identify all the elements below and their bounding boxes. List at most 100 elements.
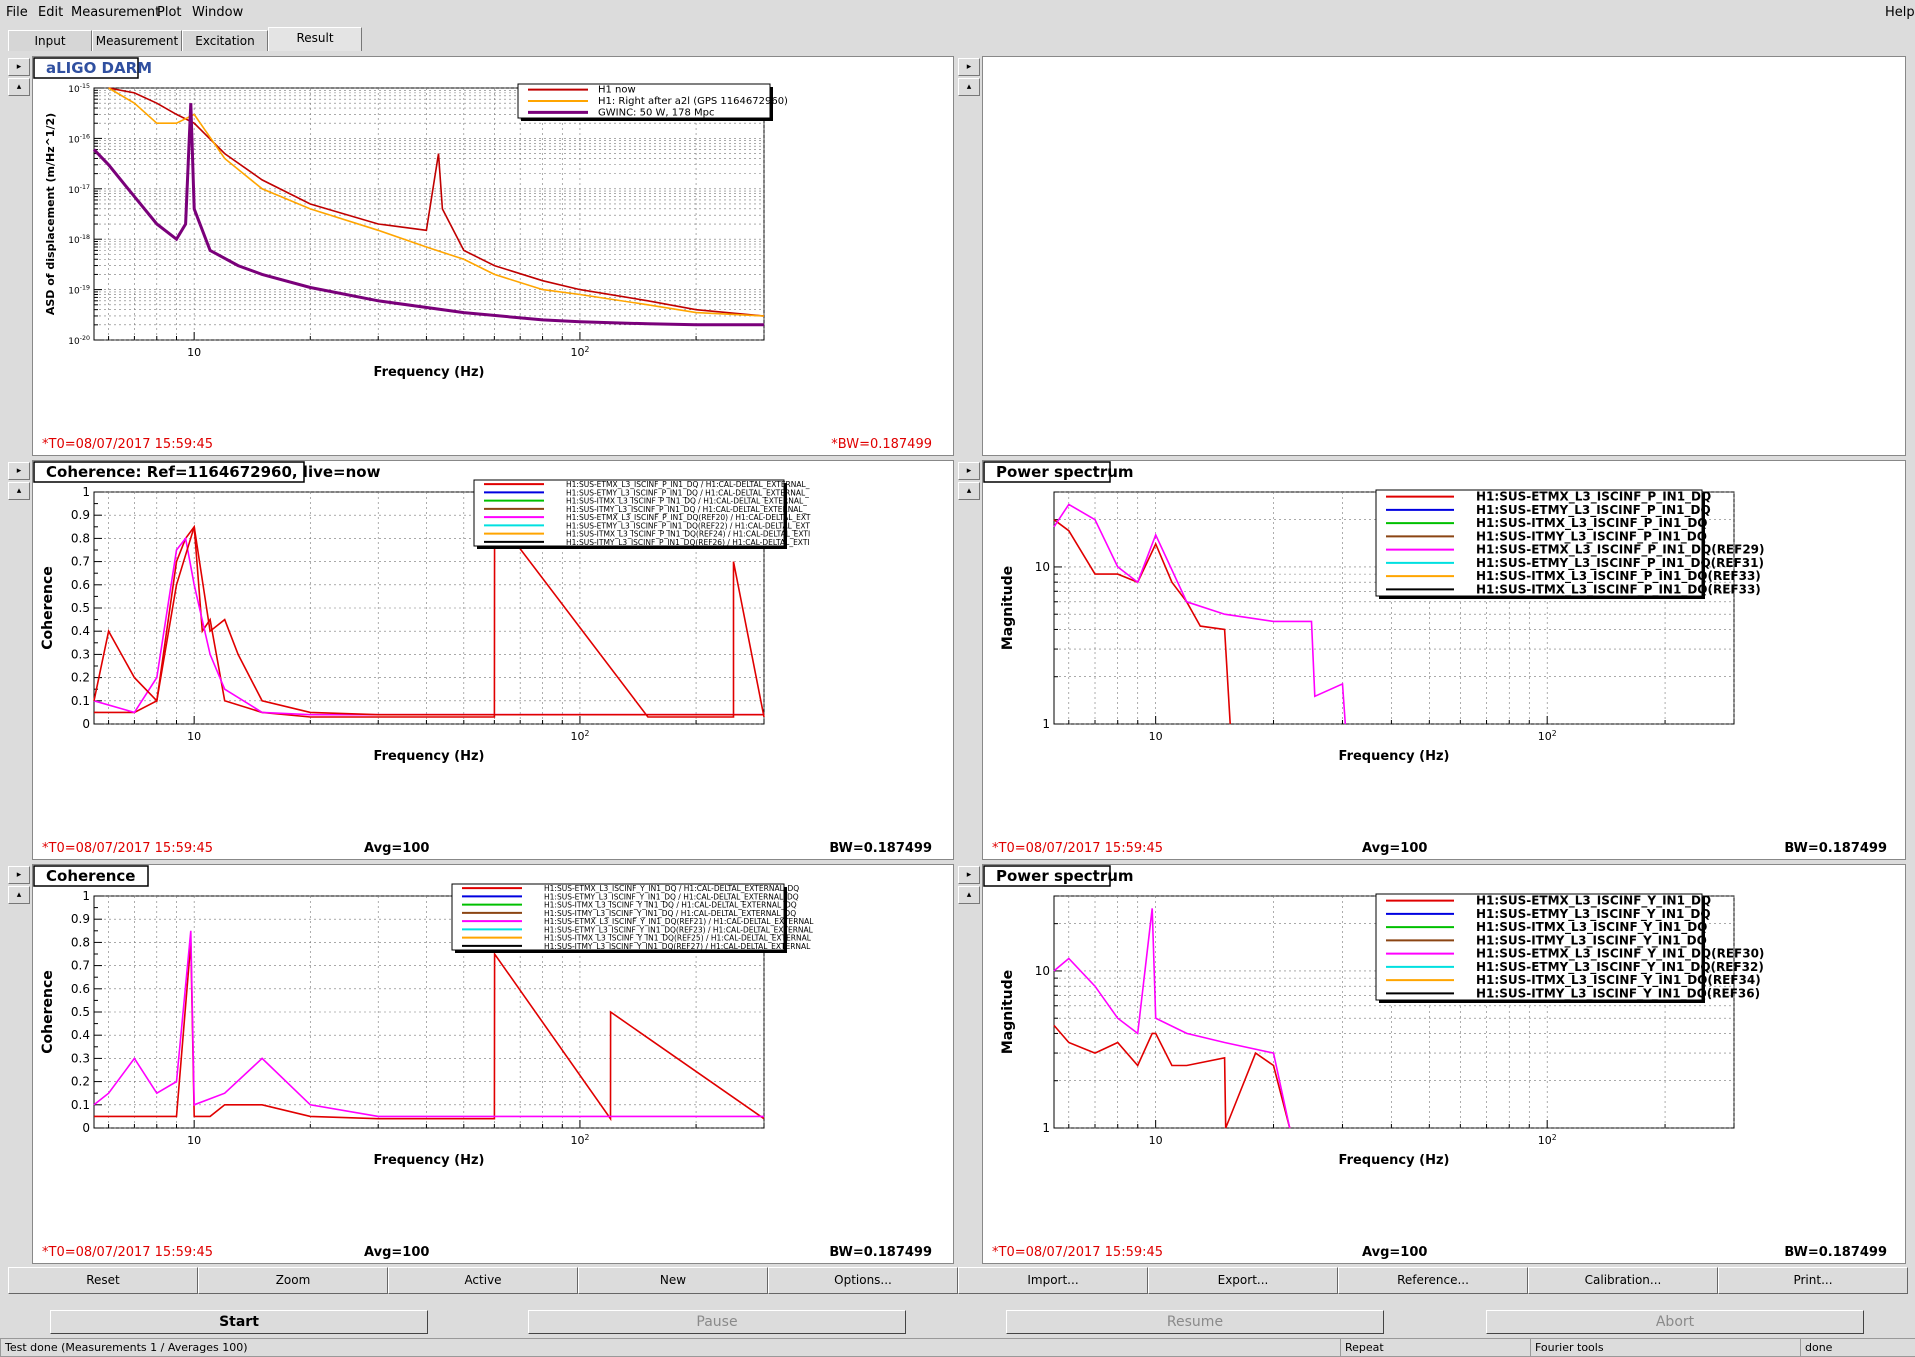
series-line (108, 87, 765, 317)
legend-label: H1:SUS-ETMX_L3_ISCINF_Y_IN1_DQ(REF30) (1476, 947, 1764, 962)
coherence-yaw-plot[interactable]: 1 0.9 0.8 0.7 0.6 0.5 0.4 0.3 0.2 0.1 0 10 102 Cohere… (32, 864, 952, 1262)
y-tick-label: 10 (1035, 964, 1050, 978)
reset-button[interactable]: Reset (8, 1267, 198, 1294)
panel-expand-button[interactable]: ▸ (958, 58, 980, 76)
resume-button[interactable]: Resume (1006, 1310, 1384, 1334)
series-line (1053, 519, 1231, 725)
series-line (93, 930, 764, 1118)
legend-label: H1:SUS-ITMX_L3_ISCINF_Y_IN1_DQ / H1:CAL-… (544, 901, 797, 910)
y-tick-label: 0.4 (71, 624, 90, 638)
legend-label: H1:SUS-ETMX_L3_ISCINF_Y_IN1_DQ(REF21) / … (544, 917, 814, 926)
x-tick-label: 10 (187, 1134, 201, 1147)
panel-expand-button[interactable]: ▸ (958, 866, 980, 884)
y-tick-label: 10-16 (68, 133, 90, 145)
legend-label: H1:SUS-ETMY_L3_ISCINF_P_IN1_DQ (1476, 503, 1711, 518)
import-button[interactable]: Import... (958, 1267, 1148, 1294)
y-axis-label: Coherence (40, 970, 56, 1054)
x-tick-label: 10 (1149, 730, 1163, 743)
legend-label: H1:SUS-ITMX_L3_ISCINF_P_IN1_DQ(REF33) (1476, 582, 1761, 597)
pause-button[interactable]: Pause (528, 1310, 906, 1334)
legend-label: H1:SUS-ITMX_L3_ISCINF_Y_IN1_DQ(REF25) / … (544, 934, 812, 943)
y-tick-label: 10-19 (68, 285, 90, 297)
y-axis-label: Coherence (40, 566, 56, 650)
menu-measurement[interactable]: Measurement (71, 5, 161, 20)
print-button[interactable]: Print... (1718, 1267, 1908, 1294)
spectrum-pitch-plot[interactable]: 10 1 10 102 Power spectrum Frequency (Hz) Magn… (982, 460, 1904, 858)
coherence-pitch-plot[interactable]: 1 0.9 0.8 0.7 0.6 0.5 0.4 0.3 0.2 0.1 0 10 102 Cohere… (32, 460, 952, 858)
series-line (108, 87, 765, 317)
plot-title: Power spectrum (996, 867, 1134, 885)
options-button[interactable]: Options... (768, 1267, 958, 1294)
panel-collapse-button[interactable]: ▴ (958, 78, 980, 96)
start-button[interactable]: Start (50, 1310, 428, 1334)
series-line (1053, 908, 1291, 1129)
reference-button[interactable]: Reference... (1338, 1267, 1528, 1294)
timestamp-label: *T0=08/07/2017 15:59:45 (42, 437, 213, 452)
x-tick-label: 10 (1149, 1134, 1163, 1147)
y-tick-label: 1 (1042, 1121, 1050, 1135)
menu-edit[interactable]: Edit (38, 5, 64, 20)
y-tick-label: 0.1 (71, 694, 90, 708)
legend-label: H1:SUS-ITMX_L3_ISCINF_P_IN1_DQ / H1:CAL-… (566, 497, 807, 506)
calibration-button[interactable]: Calibration... (1528, 1267, 1718, 1294)
plot-title-box (33, 57, 139, 79)
panel-collapse-button[interactable]: ▴ (8, 886, 30, 904)
panel-collapse-button[interactable]: ▴ (958, 482, 980, 500)
legend-label: H1:SUS-ETMY_L3_ISCINF_P_IN1_DQ(REF31) (1476, 556, 1764, 571)
zoom-button[interactable]: Zoom (198, 1267, 388, 1294)
export-button[interactable]: Export... (1148, 1267, 1338, 1294)
y-tick-label: 0.4 (71, 1028, 90, 1042)
series-line (93, 526, 764, 716)
x-axis-label: Frequency (Hz) (374, 749, 485, 764)
legend-label: H1:SUS-ETMY_L3_ISCINF_Y_IN1_DQ (1476, 907, 1711, 922)
legend-label: H1:SUS-ITMY_L3_ISCINF_P_IN1_DQ (1476, 529, 1707, 544)
panel-collapse-button[interactable]: ▴ (958, 886, 980, 904)
y-tick-label: 0.5 (71, 601, 90, 615)
y-tick-label: 0.2 (71, 671, 90, 685)
menu-help[interactable]: Help (1885, 5, 1915, 20)
panel-collapse-button[interactable]: ▴ (8, 78, 30, 96)
legend-box (1375, 893, 1703, 1001)
legend-label: H1:SUS-ETMX_L3_ISCINF_Y_IN1_DQ / H1:CAL-… (544, 884, 799, 893)
legend-label: H1:SUS-ITMX_L3_ISCINF_Y_IN1_DQ (1476, 920, 1707, 935)
y-tick-label: 10-20 (68, 335, 90, 347)
darm-plot[interactable]: 10-15 10-16 10-17 10-18 10-19 10-20 10 102 aLIGO… (32, 56, 952, 454)
panel-expand-button[interactable]: ▸ (8, 58, 30, 76)
menu-plot[interactable]: Plot (157, 5, 182, 20)
plot-panel-empty[interactable] (982, 56, 1906, 456)
menu-file[interactable]: File (6, 5, 28, 20)
menu-window[interactable]: Window (192, 5, 244, 20)
panel-expand-button[interactable]: ▸ (958, 462, 980, 480)
tab-measurement[interactable]: Measurement (92, 30, 182, 51)
series-line (1053, 503, 1347, 725)
abort-button[interactable]: Abort (1486, 1310, 1864, 1334)
x-tick-label: 102 (570, 345, 589, 359)
tab-result[interactable]: Result (268, 27, 362, 51)
series-line (94, 512, 765, 718)
y-tick-label: 1 (82, 485, 90, 499)
status-mode: Repeat (1340, 1338, 1532, 1357)
tab-input[interactable]: Input (8, 30, 92, 51)
legend-label: H1:SUS-ITMY_L3_ISCINF_Y_IN1_DQ(REF36) (1476, 986, 1760, 1001)
x-axis-label: Frequency (Hz) (1339, 1153, 1450, 1168)
x-axis-label: Frequency (Hz) (374, 1153, 485, 1168)
y-tick-label: 0 (82, 1121, 90, 1135)
y-tick-label: 10-17 (68, 184, 90, 196)
legend-label: H1:SUS-ITMY_L3_ISCINF_Y_IN1_DQ(REF27) / … (544, 942, 811, 951)
bandwidth-label: BW=0.187499 (829, 841, 932, 856)
tab-excitation[interactable]: Excitation (182, 30, 268, 51)
panel-expand-button[interactable]: ▸ (8, 866, 30, 884)
legend-label: H1 now (598, 85, 636, 96)
spectrum-yaw-plot[interactable]: 10 1 10 102 Power spectrum Frequency (Hz) Magn… (982, 864, 1904, 1262)
legend-label: H1:SUS-ETMY_L3_ISCINF_Y_IN1_DQ(REF23) / … (544, 925, 814, 934)
panel-collapse-button[interactable]: ▴ (8, 482, 30, 500)
panel-expand-button[interactable]: ▸ (8, 462, 30, 480)
y-axis-label: Magnitude (1000, 970, 1016, 1054)
series-line (1053, 1024, 1291, 1129)
x-tick-label: 102 (1538, 729, 1557, 743)
active-button[interactable]: Active (388, 1267, 578, 1294)
y-tick-label: 0.3 (71, 647, 90, 661)
y-tick-label: 0.9 (71, 912, 90, 926)
new-button[interactable]: New (578, 1267, 768, 1294)
plot-title: Power spectrum (996, 463, 1134, 481)
